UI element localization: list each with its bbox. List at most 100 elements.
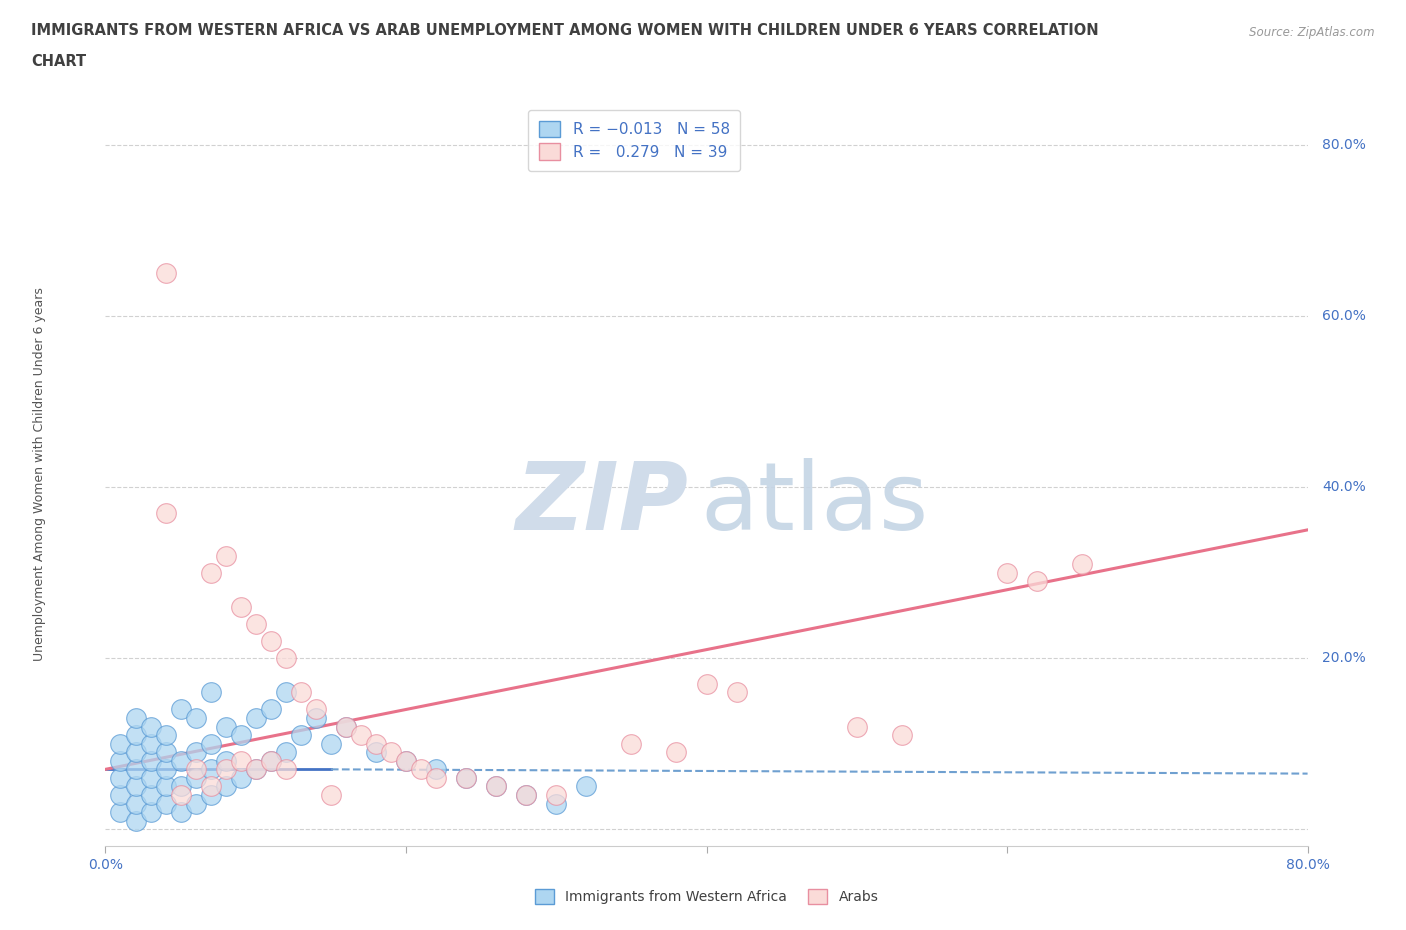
Point [200,779,222,794]
Point [1026,574,1049,589]
Point [214,762,236,777]
Point [245,762,267,777]
Point [890,727,912,742]
Point [696,676,718,691]
Point [515,788,537,803]
Point [124,711,146,725]
Point [274,651,297,666]
Point [139,719,162,734]
Point [200,737,222,751]
Point [1071,557,1094,572]
Point [155,779,177,794]
Text: CHART: CHART [31,54,86,69]
Point [364,745,387,760]
Point [409,762,432,777]
Point [665,745,688,760]
Point [124,796,146,811]
Point [425,770,447,785]
Point [260,633,283,648]
Point [485,779,508,794]
Point [245,617,267,631]
Point [229,600,252,615]
Point [454,770,477,785]
Point [169,753,191,768]
Point [184,770,207,785]
Point [110,770,132,785]
Point [139,753,162,768]
Point [110,737,132,751]
Text: Source: ZipAtlas.com: Source: ZipAtlas.com [1250,26,1375,39]
Point [200,565,222,580]
Point [124,727,146,742]
Point [485,779,508,794]
Point [335,719,357,734]
Point [169,702,191,717]
Point [184,745,207,760]
Point [124,779,146,794]
Point [214,779,236,794]
Point [155,796,177,811]
Point [260,753,283,768]
Point [319,788,342,803]
Point [425,762,447,777]
Text: atlas: atlas [700,458,929,550]
Point [124,813,146,828]
Point [110,804,132,819]
Point [620,737,643,751]
Point [245,762,267,777]
Point [184,762,207,777]
Point [184,711,207,725]
Point [305,702,328,717]
Point [380,745,402,760]
Point [214,548,236,563]
Point [200,762,222,777]
Point [124,745,146,760]
Point [575,779,598,794]
Point [290,727,312,742]
Point [725,684,748,699]
Point [274,762,297,777]
Point [515,788,537,803]
Point [110,788,132,803]
Point [395,753,418,768]
Point [245,711,267,725]
Point [260,702,283,717]
Point [124,762,146,777]
Point [110,753,132,768]
Point [995,565,1018,580]
Point [139,788,162,803]
Point [155,727,177,742]
Point [335,719,357,734]
Point [229,770,252,785]
Point [184,796,207,811]
Point [546,788,568,803]
Point [155,745,177,760]
Point [364,737,387,751]
Point [139,770,162,785]
Point [155,762,177,777]
Point [229,753,252,768]
Point [305,711,328,725]
Point [546,796,568,811]
Point [214,719,236,734]
Point [395,753,418,768]
Point [214,753,236,768]
Point [274,684,297,699]
Text: Unemployment Among Women with Children Under 6 years: Unemployment Among Women with Children U… [32,287,46,661]
Point [290,684,312,699]
Point [319,737,342,751]
Point [200,684,222,699]
Text: 80.0%: 80.0% [1322,138,1365,153]
Point [155,266,177,281]
Point [845,719,868,734]
Point [260,753,283,768]
Text: 60.0%: 60.0% [1322,309,1365,323]
Point [169,788,191,803]
Point [169,779,191,794]
Legend: Immigrants from Western Africa, Arabs: Immigrants from Western Africa, Arabs [529,884,884,910]
Point [139,804,162,819]
Point [139,737,162,751]
Point [155,505,177,520]
Text: 40.0%: 40.0% [1322,480,1365,494]
Point [169,804,191,819]
